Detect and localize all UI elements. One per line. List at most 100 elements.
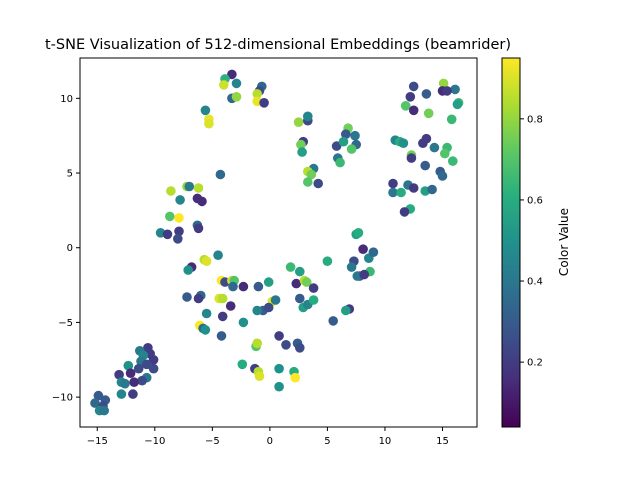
scatter-point [420,160,431,171]
scatter-point [301,277,312,287]
colorbar-tick-label: 0.6 [527,195,543,206]
scatter-point [213,250,223,260]
x-axis: −15 −10 −5 0 5 10 15 [87,427,449,447]
scatter-point [274,331,284,341]
x-tick-label: 15 [436,436,449,447]
scatter-point [290,372,301,383]
y-tick-label: 10 [60,94,73,105]
scatter-point [338,136,349,147]
scatter-point [133,363,144,374]
points-layer [90,69,464,416]
scatter-point [297,147,307,157]
scatter-point [197,196,207,207]
scatter-point [175,195,185,205]
scatter-point [201,308,212,319]
scatter-point [295,266,305,277]
scatter-point [116,389,127,399]
scatter-point [193,293,204,304]
scatter-point [285,262,296,272]
x-tick-label: −5 [205,436,220,447]
colorbar-axis: 0.2 0.4 0.6 0.8 [520,114,543,369]
scatter-point [405,92,416,102]
x-tick-label: −15 [87,436,108,447]
scatter-point [204,118,214,129]
scatter-point [263,302,274,313]
scatter-point [281,340,291,350]
x-tick-label: 5 [324,436,330,447]
scatter-point [408,183,419,193]
scatter-point [254,371,265,382]
colorbar-tick-label: 0.4 [527,277,543,288]
scatter-point [442,86,452,96]
scatter-point [219,80,229,90]
scatter-point [295,293,305,304]
scatter-point [238,281,249,292]
scatter-point [423,108,434,119]
scatter-point [421,89,432,99]
scatter-point [408,81,419,92]
scatter-point [388,187,398,198]
scatter-point [217,293,228,304]
scatter-point [408,105,419,116]
x-tick-label: 10 [379,436,392,447]
scatter-point [331,141,342,151]
scatter-point [165,211,175,222]
scatter-point [291,278,302,289]
x-tick-label: −10 [144,436,165,447]
x-tick-label: 0 [267,436,273,447]
colorbar-label: Color Value [557,208,571,276]
scatter-point [148,355,159,365]
scatter-point [253,281,264,292]
scatter-point [99,405,109,416]
scatter-point [238,317,249,328]
scatter-point [328,316,339,326]
scatter-point [193,223,204,234]
scatter-point [270,295,281,305]
scatter-point [341,305,351,316]
scatter-point [162,229,173,240]
scatter-point [200,105,211,116]
scatter-point [252,338,262,349]
scatter-point [346,144,357,154]
scatter-point [418,138,428,148]
scatter-point [173,234,183,244]
scatter-point [114,369,124,380]
scatter-point [148,363,159,374]
colorbar-tick-label: 0.8 [527,114,543,125]
plot-frame [79,57,478,428]
scatter-point [313,178,324,189]
scatter-point [341,129,351,139]
scatter-point [141,359,152,370]
scatter-point [446,114,457,125]
scatter-point [406,153,417,163]
scatter-point [123,360,134,371]
scatter-point [200,325,211,335]
y-tick-label: 0 [67,243,73,254]
scatter-point [274,363,284,374]
scatter-point [93,390,104,401]
scatter-point [252,305,262,316]
chart-title: t-SNE Visualization of 512-dimensional E… [45,37,511,53]
scatter-point [450,84,460,95]
scatter-point [399,207,410,217]
scatter-point [398,138,409,148]
scatter-point [358,244,368,254]
scatter-point [263,277,274,287]
scatter-point [228,281,238,292]
scatter-point [201,256,212,267]
scatter-point [174,213,184,223]
colorbar [501,57,521,428]
scatter-point [274,381,284,392]
y-tick-label: −5 [58,318,73,329]
scatter-point [346,262,357,272]
scatter-point [427,184,437,195]
scatter-point [322,256,333,267]
scatter-point [137,375,147,386]
scatter-point [193,183,204,193]
scatter-point [303,111,313,122]
scatter-point [90,398,100,408]
scatter-point [231,78,242,89]
scatter-point [440,148,450,159]
scatter-point [388,178,398,189]
